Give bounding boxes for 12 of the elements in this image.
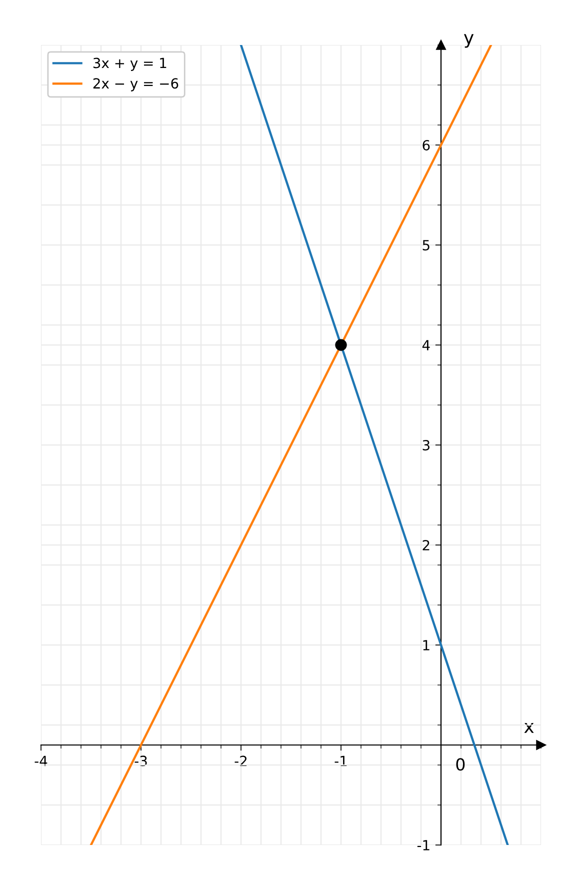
y-tick-label: 1 (423, 640, 430, 650)
legend-label: 3x + y = 1 (93, 58, 166, 71)
legend-label: 2x − y = −6 (93, 78, 178, 92)
x-tick-label: -4 (34, 756, 48, 766)
y-tick-label: 6 (422, 140, 430, 150)
annotation: 0 (456, 758, 465, 771)
y-tick-label: -1 (417, 840, 430, 850)
y-axis-title: y (464, 34, 474, 48)
y-tick-label: 5 (422, 240, 430, 250)
y-tick-label: 4 (422, 340, 430, 350)
y-tick-label: 2 (422, 540, 430, 550)
y-tick-label: 3 (422, 440, 430, 450)
